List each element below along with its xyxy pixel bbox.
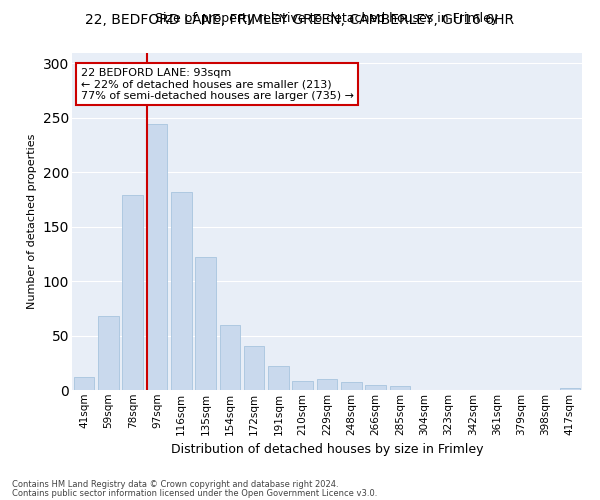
Bar	[365, 384, 386, 390]
Bar	[195, 257, 216, 390]
Y-axis label: Number of detached properties: Number of detached properties	[27, 134, 37, 309]
Title: Size of property relative to detached houses in Frimley: Size of property relative to detached ho…	[155, 12, 499, 25]
Bar	[268, 366, 289, 390]
Bar	[220, 324, 240, 390]
Bar	[171, 192, 191, 390]
Bar	[317, 379, 337, 390]
Bar	[98, 316, 119, 390]
Bar	[292, 382, 313, 390]
Bar	[74, 377, 94, 390]
Text: 22 BEDFORD LANE: 93sqm
← 22% of detached houses are smaller (213)
77% of semi-de: 22 BEDFORD LANE: 93sqm ← 22% of detached…	[80, 68, 353, 101]
Bar	[341, 382, 362, 390]
Bar	[146, 124, 167, 390]
Text: Contains HM Land Registry data © Crown copyright and database right 2024.: Contains HM Land Registry data © Crown c…	[12, 480, 338, 489]
Bar	[560, 388, 580, 390]
Bar	[122, 195, 143, 390]
Bar	[389, 386, 410, 390]
X-axis label: Distribution of detached houses by size in Frimley: Distribution of detached houses by size …	[171, 443, 483, 456]
Text: 22, BEDFORD LANE, FRIMLEY GREEN, CAMBERLEY, GU16 6HR: 22, BEDFORD LANE, FRIMLEY GREEN, CAMBERL…	[85, 12, 515, 26]
Text: Contains public sector information licensed under the Open Government Licence v3: Contains public sector information licen…	[12, 488, 377, 498]
Bar	[244, 346, 265, 390]
